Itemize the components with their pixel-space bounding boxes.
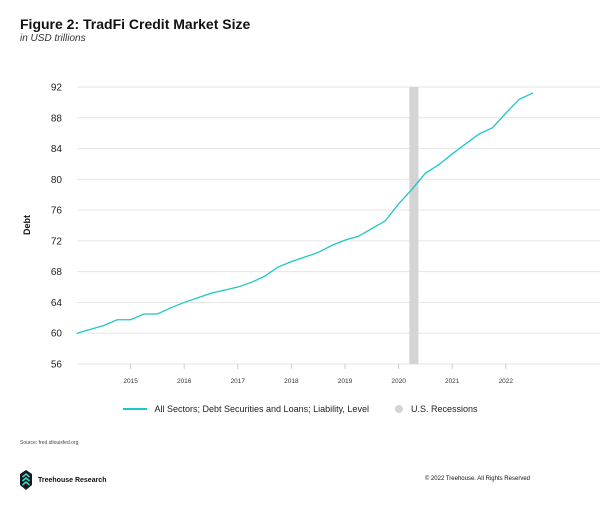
- data-point: [277, 266, 279, 268]
- brand: Treehouse Research: [20, 470, 106, 490]
- x-tick-label: 2019: [338, 378, 353, 385]
- legend-item-series: All Sectors; Debt Securities and Loans; …: [122, 404, 369, 414]
- y-tick-label: 84: [51, 144, 63, 155]
- plot-area: 56 60 64 68 72 76 80 84 88 92 2015 2016 2017 2018 2019…: [22, 83, 600, 385]
- copyright: © 2022 Treehouse. All Rights Reserved: [424, 476, 530, 482]
- data-point: [76, 332, 78, 334]
- x-tick-label: 2022: [499, 378, 514, 385]
- data-point: [451, 153, 453, 155]
- y-tick-label: 80: [51, 175, 63, 186]
- chart-title: Figure 2: TradFi Credit Market Size: [20, 16, 251, 32]
- data-point: [357, 235, 359, 237]
- chart-subtitle: in USD trillions: [20, 33, 86, 44]
- data-point: [424, 172, 426, 174]
- data-point: [103, 324, 105, 327]
- legend-dot-swatch: [394, 405, 403, 413]
- series-line: [76, 92, 533, 334]
- source-note: Source: fred.stlouisfed.org: [20, 440, 79, 446]
- y-tick-label: 92: [51, 83, 63, 94]
- data-point: [197, 297, 199, 299]
- data-point: [438, 164, 440, 166]
- x-tick-label: 2020: [391, 378, 406, 385]
- data-point: [532, 92, 534, 94]
- legend-recession-label: U.S. Recessions: [410, 404, 478, 414]
- data-point: [183, 301, 185, 304]
- data-point: [371, 227, 373, 230]
- y-axis-label: Debt: [22, 215, 32, 235]
- data-point: [505, 112, 507, 114]
- data-point: [317, 251, 319, 254]
- x-tick-label: 2021: [445, 378, 460, 385]
- data-point: [156, 313, 158, 315]
- data-point: [478, 133, 480, 135]
- data-point: [344, 239, 346, 241]
- legend-item-recessions: U.S. Recessions: [394, 404, 478, 414]
- y-tick-label: 64: [51, 298, 63, 309]
- data-point: [210, 292, 212, 294]
- data-point: [170, 307, 172, 309]
- x-tick-label: 2018: [284, 378, 299, 385]
- data-point: [143, 313, 145, 315]
- data-point: [223, 289, 225, 291]
- y-tick-label: 72: [51, 236, 63, 247]
- y-tick-label: 56: [51, 360, 63, 371]
- data-point: [465, 143, 467, 145]
- legend: All Sectors; Debt Securities and Loans; …: [0, 404, 600, 414]
- data-point: [384, 220, 386, 222]
- data-point: [411, 188, 413, 190]
- data-point: [491, 127, 493, 129]
- x-tick-label: 2015: [123, 378, 138, 385]
- x-tick-label: 2016: [177, 378, 192, 385]
- data-point: [518, 98, 520, 100]
- data-point: [264, 275, 266, 277]
- data-point: [237, 286, 239, 288]
- data-point: [250, 281, 252, 284]
- data-point: [290, 261, 292, 263]
- recession-band: [409, 87, 419, 364]
- y-tick-label: 76: [51, 206, 63, 217]
- data-point: [116, 319, 118, 321]
- y-tick-label: 68: [51, 267, 63, 278]
- x-tick-label: 2017: [231, 378, 246, 385]
- data-point: [331, 244, 333, 247]
- brand-name: Treehouse Research: [38, 476, 107, 484]
- y-tick-label: 60: [51, 329, 63, 340]
- treehouse-logo-icon: [20, 470, 32, 490]
- legend-line-swatch: [122, 408, 147, 410]
- data-point: [304, 256, 306, 258]
- data-point: [130, 319, 132, 321]
- data-point: [89, 328, 91, 330]
- legend-series-label: All Sectors; Debt Securities and Loans; …: [154, 404, 369, 414]
- y-tick-label: 88: [51, 113, 63, 124]
- data-point: [398, 203, 400, 205]
